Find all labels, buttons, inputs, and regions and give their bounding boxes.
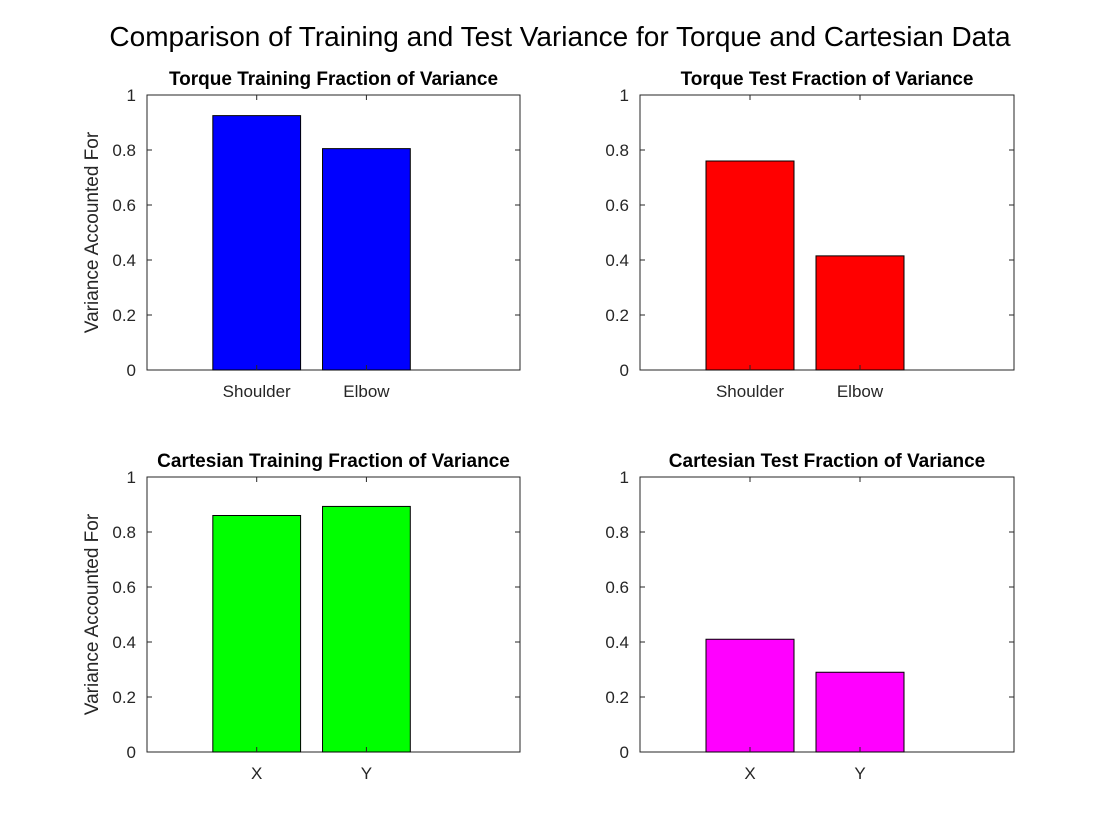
bar-x (705, 638, 795, 753)
y-tick-label: 0 (127, 743, 136, 762)
x-tick-label-shoulder: Shoulder (716, 382, 784, 401)
y-tick-label: 0.8 (112, 523, 136, 542)
y-tick-label: 0.4 (605, 251, 629, 270)
y-tick-label: 0.6 (605, 196, 629, 215)
subplot-title: Cartesian Training Fraction of Variance (157, 451, 510, 472)
y-tick-label: 0.6 (605, 578, 629, 597)
bar-shoulder (212, 115, 302, 371)
y-tick-label: 0.8 (605, 141, 629, 160)
y-axis-label: Variance Accounted For (82, 513, 103, 715)
x-tick-label-x: X (251, 764, 262, 783)
bar-y (815, 671, 905, 753)
y-tick-label: 1 (127, 468, 136, 487)
y-tick-label: 1 (620, 86, 629, 105)
y-tick-label: 0.4 (112, 633, 136, 652)
y-tick-label: 0 (620, 361, 629, 380)
subplot-grid: 0 0.2 0.4 0.6 0.8 1 Shoulder Elbow Torque Traini… (82, 69, 1015, 783)
x-tick-label-elbow: Elbow (837, 382, 884, 401)
subplot-4: 0 0.2 0.4 0.6 0.8 1 X Y Cartesian Test Fraction … (605, 451, 1015, 783)
x-tick-label-elbow: Elbow (343, 382, 390, 401)
y-tick-label: 0.2 (605, 688, 629, 707)
x-tick-label-y: Y (361, 764, 372, 783)
figure-title: Comparison of Training and Test Variance… (109, 21, 1011, 52)
bar-shoulder (705, 160, 795, 371)
y-tick-label: 1 (127, 86, 136, 105)
x-tick-label-y: Y (854, 764, 865, 783)
bar-elbow (322, 148, 411, 371)
y-tick-label: 0.4 (605, 633, 629, 652)
y-tick-label: 1 (620, 468, 629, 487)
subplot-title: Cartesian Test Fraction of Variance (669, 451, 985, 472)
bar-elbow (815, 255, 905, 371)
y-tick-label: 0.4 (112, 251, 136, 270)
y-tick-label: 0.8 (112, 141, 136, 160)
subplot-2: 0 0.2 0.4 0.6 0.8 1 Shoulder Elbow Torque Test F… (605, 69, 1015, 401)
subplot-title: Torque Test Fraction of Variance (681, 69, 974, 90)
subplot-title: Torque Training Fraction of Variance (169, 69, 498, 90)
y-tick-label: 0.6 (112, 196, 136, 215)
y-tick-label: 0 (620, 743, 629, 762)
y-tick-label: 0.8 (605, 523, 629, 542)
y-tick-label: 0.6 (112, 578, 136, 597)
y-axis-label: Variance Accounted For (82, 131, 103, 333)
x-tick-label-x: X (744, 764, 755, 783)
x-tick-label-shoulder: Shoulder (223, 382, 291, 401)
bar-y (322, 505, 411, 753)
subplot-1: 0 0.2 0.4 0.6 0.8 1 Shoulder Elbow Torque Traini… (82, 69, 521, 401)
bar-x (212, 515, 302, 753)
y-tick-label: 0.2 (112, 306, 136, 325)
y-tick-label: 0 (127, 361, 136, 380)
subplot-3: 0 0.2 0.4 0.6 0.8 1 X Y Cartesian Training Fract… (82, 451, 521, 783)
y-tick-label: 0.2 (605, 306, 629, 325)
y-tick-label: 0.2 (112, 688, 136, 707)
